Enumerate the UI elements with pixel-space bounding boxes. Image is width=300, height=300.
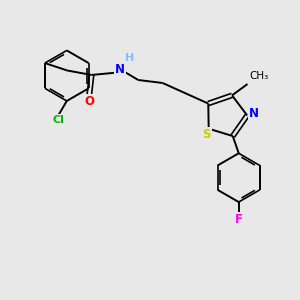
Text: N: N xyxy=(249,107,259,121)
Text: F: F xyxy=(235,213,243,226)
Text: Cl: Cl xyxy=(52,115,64,125)
Text: N: N xyxy=(115,62,125,76)
Text: CH₃: CH₃ xyxy=(249,71,268,81)
Text: S: S xyxy=(202,128,211,140)
Text: H: H xyxy=(125,53,134,63)
Text: O: O xyxy=(84,94,94,108)
